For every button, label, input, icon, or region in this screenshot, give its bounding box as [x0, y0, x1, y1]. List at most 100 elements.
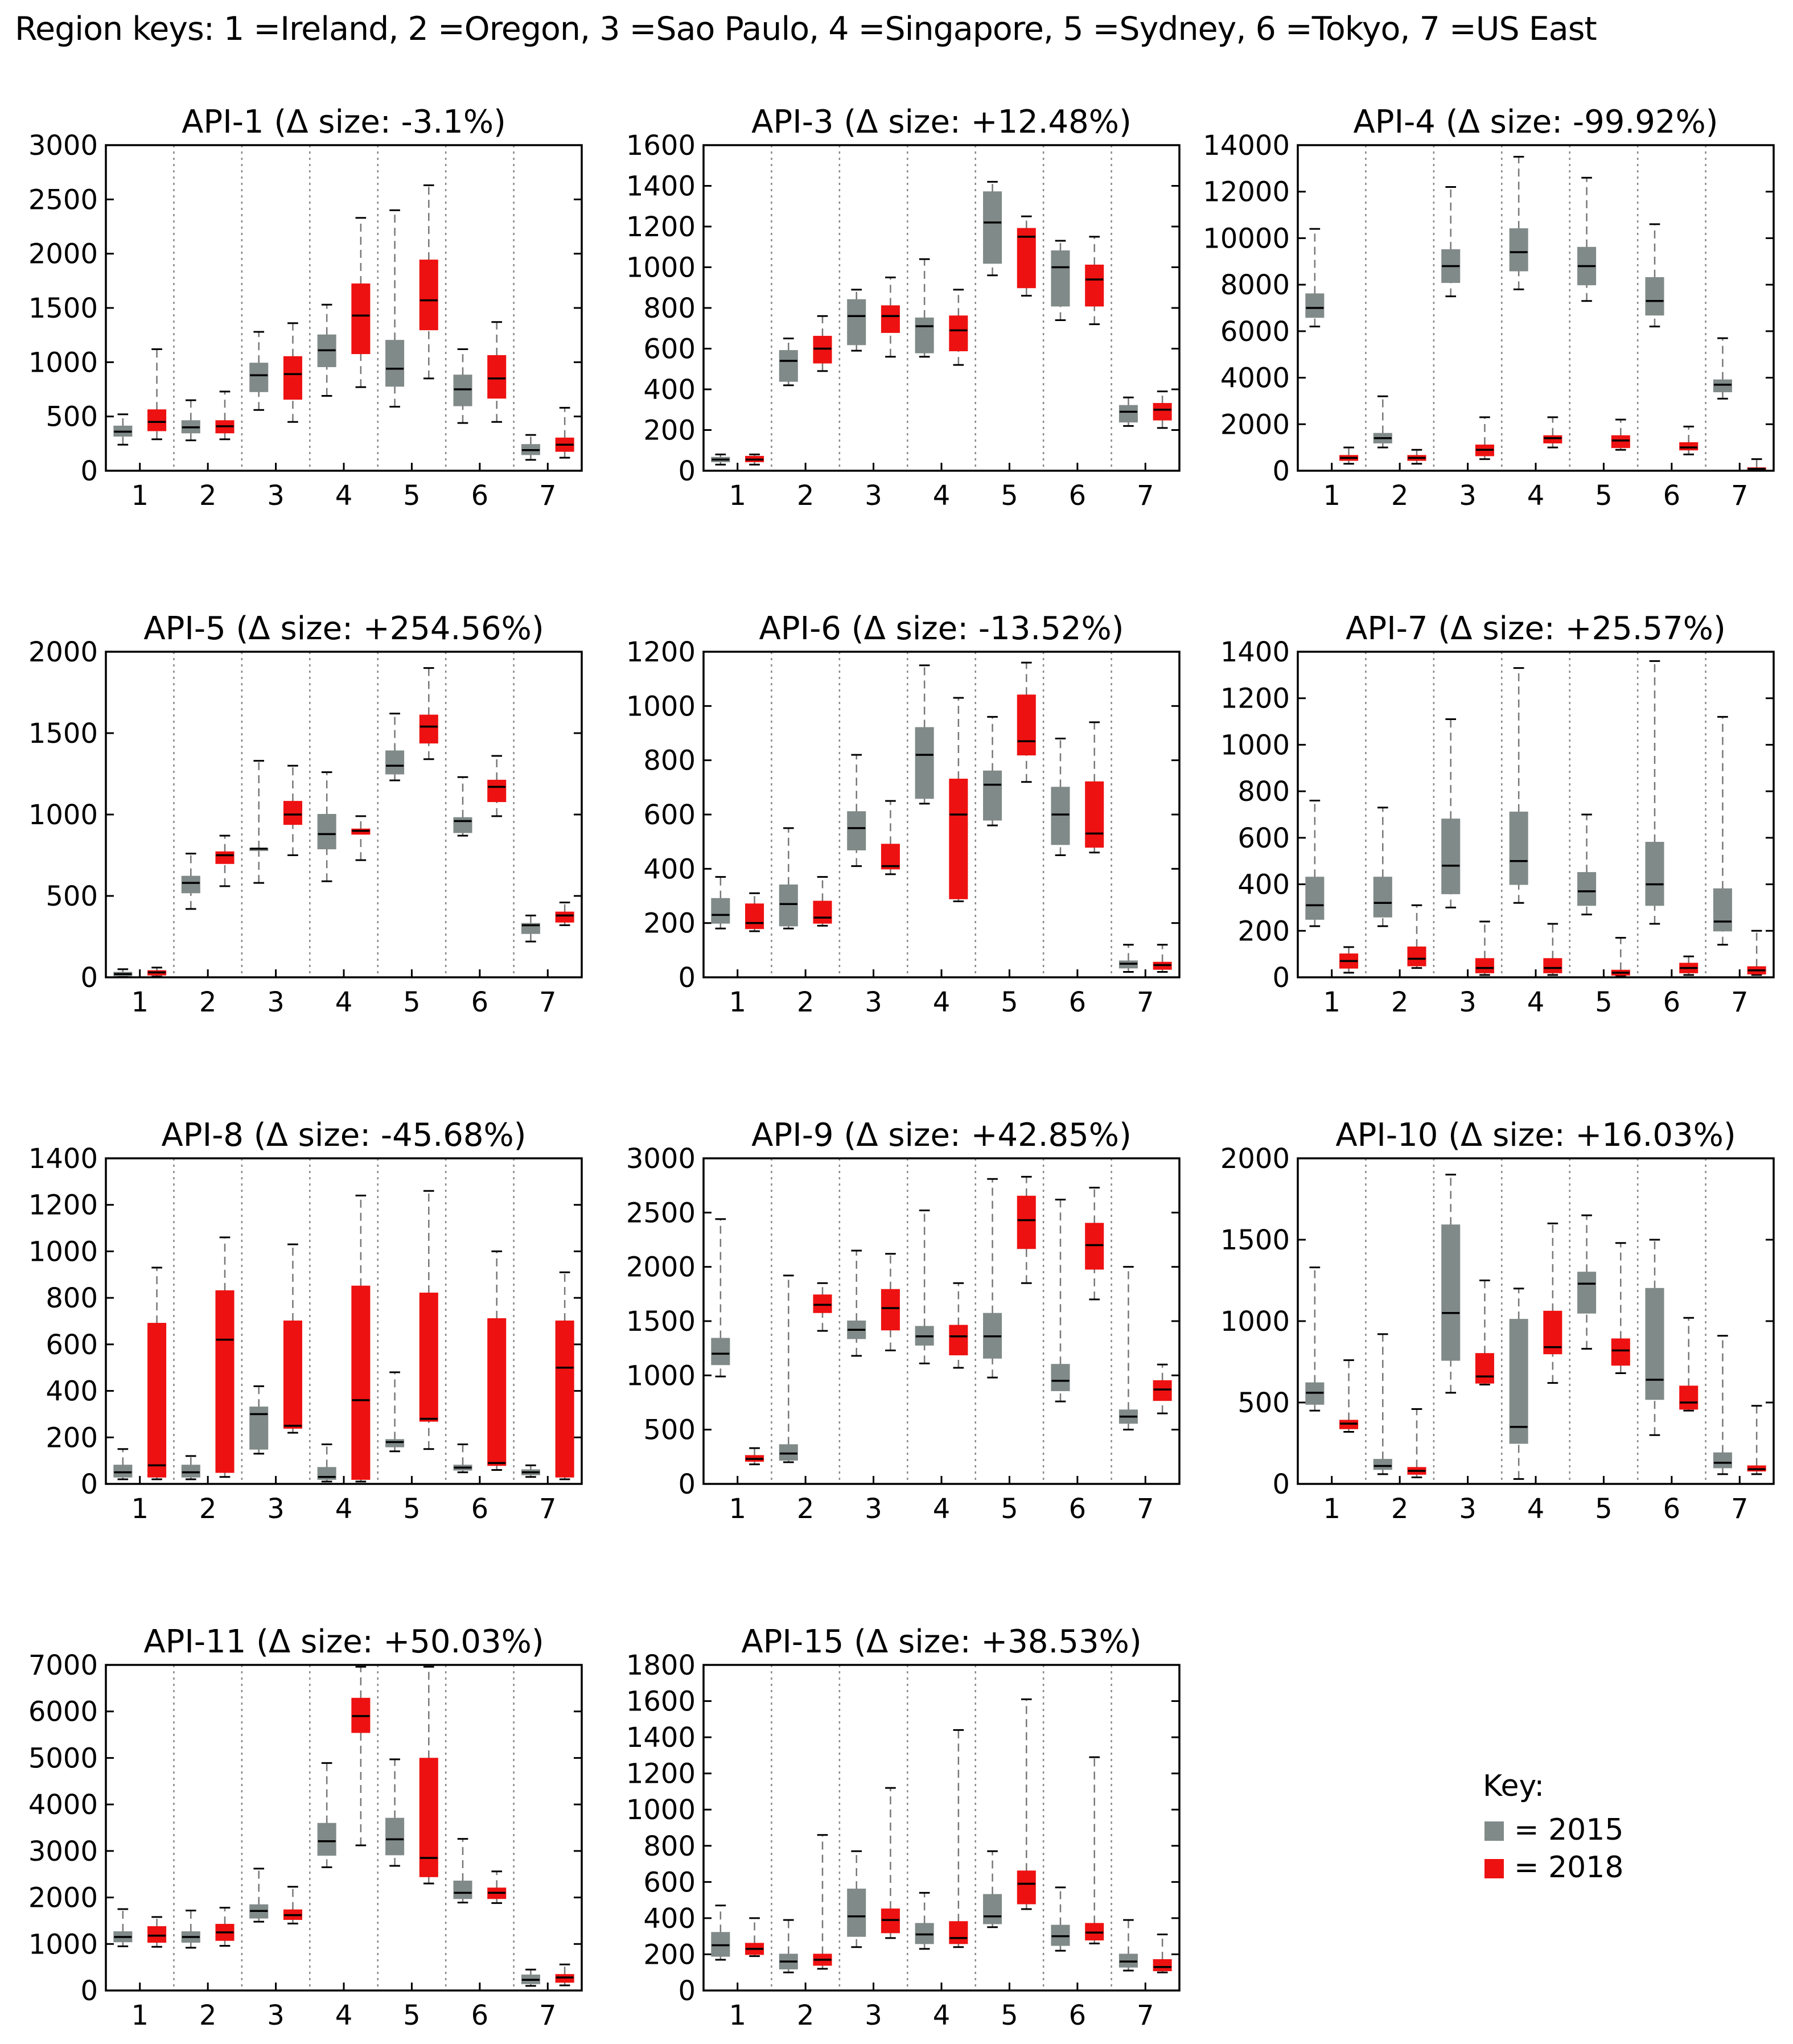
iqr-box [487, 355, 507, 399]
y-tick-label: 1400 [1220, 636, 1290, 668]
x-tick-label: 2 [199, 986, 217, 1018]
iqr-box [1577, 872, 1597, 906]
box-2015 [249, 1385, 269, 1455]
y-tick-label: 600 [643, 1866, 696, 1898]
box-2018 [351, 1665, 371, 1846]
x-tick-label: 1 [131, 1493, 149, 1525]
plot-frame [105, 1664, 583, 1992]
box-2015 [113, 968, 133, 978]
x-tick-label: 6 [1663, 480, 1681, 512]
iqr-box [283, 801, 302, 825]
x-tick-label: 7 [1731, 1493, 1749, 1525]
legend: Key: = 2015= 2018 [1483, 1769, 1623, 1885]
box-2015 [453, 1838, 472, 1904]
x-tick-label: 4 [1527, 480, 1545, 512]
iqr-box [385, 1817, 405, 1856]
y-tick-label: 0 [678, 455, 696, 487]
boxplot-panel: API-3 (Δ size: +12.48%) 0 200 400 600 800 1000… [626, 104, 1181, 512]
y-tick-label: 1800 [626, 1650, 696, 1681]
y-tick-label: 200 [643, 415, 696, 447]
box-2018 [1543, 1222, 1562, 1384]
boxplot-panel: API-11 (Δ size: +50.03%) 0 1000 2000 3000 400… [28, 1623, 583, 2031]
box-2015 [915, 258, 934, 358]
box-2018 [1017, 215, 1036, 297]
x-tick-label: 3 [1459, 480, 1477, 512]
x-tick-label: 1 [729, 1493, 746, 1525]
box-2018 [745, 1917, 764, 1957]
box-2015 [1645, 223, 1664, 328]
x-tick-label: 4 [1527, 1493, 1545, 1525]
plot-frame [105, 651, 583, 978]
box-2015 [1051, 1198, 1070, 1403]
box-2015 [1441, 718, 1461, 908]
box-2015 [453, 1443, 472, 1474]
iqr-box [317, 1823, 336, 1856]
panel-title: API-9 (Δ size: +42.85%) [751, 1117, 1132, 1154]
x-tick-label: 6 [1069, 986, 1087, 1018]
y-tick-label: 500 [46, 401, 98, 433]
box-2018 [1085, 1186, 1104, 1301]
y-tick-label: 2000 [1220, 1143, 1290, 1175]
iqr-box [847, 811, 866, 850]
iqr-box [487, 1318, 507, 1466]
y-tick-label: 1200 [626, 1758, 696, 1790]
x-tick-label: 6 [1663, 1493, 1681, 1525]
iqr-box [351, 283, 371, 355]
box-2015 [385, 713, 405, 782]
y-tick-label: 1000 [626, 1360, 696, 1392]
y-tick-label: 7000 [28, 1650, 98, 1681]
panel-title: API-10 (Δ size: +16.03%) [1335, 1117, 1736, 1154]
box-2018 [1153, 944, 1172, 973]
box-2018 [419, 667, 438, 760]
box-2015 [711, 1905, 730, 1961]
box-2015 [385, 209, 405, 408]
x-tick-label: 2 [199, 480, 217, 512]
box-2018 [215, 390, 235, 441]
y-tick-label: 1000 [1220, 1306, 1290, 1338]
box-2015 [779, 1919, 798, 1973]
boxplot-panel: API-6 (Δ size: -13.52%) 0 200 400 600 800 1000… [626, 610, 1181, 1018]
y-tick-label: 1200 [626, 211, 696, 243]
box-2015 [317, 303, 336, 397]
y-tick-label: 1400 [28, 1143, 98, 1175]
x-tick-label: 5 [1001, 480, 1018, 512]
x-tick-label: 6 [1069, 480, 1087, 512]
y-tick-label: 1200 [28, 1190, 98, 1222]
iqr-box [949, 779, 968, 899]
plot-frame [1297, 1157, 1775, 1485]
y-tick-label: 6000 [28, 1696, 98, 1728]
x-tick-label: 7 [1137, 2000, 1154, 2031]
y-tick-label: 0 [1272, 455, 1290, 487]
iqr-box [881, 1289, 900, 1331]
box-2018 [1611, 937, 1630, 977]
y-tick-label: 1500 [626, 1306, 696, 1338]
boxplot-panel: API-5 (Δ size: +254.56%) 0 500 1000 1500 2000… [28, 610, 583, 1018]
iqr-box [215, 851, 235, 864]
x-tick-label: 4 [1527, 986, 1545, 1018]
x-tick-label: 7 [1137, 480, 1154, 512]
box-2018 [1543, 923, 1562, 976]
iqr-box [147, 1926, 167, 1943]
x-tick-label: 1 [729, 480, 746, 512]
box-2018 [147, 1916, 167, 1948]
iqr-box [1153, 1380, 1172, 1401]
box-2018 [351, 815, 371, 861]
box-2015 [983, 1850, 1002, 1928]
box-2018 [215, 1236, 235, 1478]
box-2018 [1017, 661, 1036, 783]
box-2018 [555, 1271, 574, 1480]
panel-title: API-11 (Δ size: +50.03%) [143, 1623, 544, 1660]
box-2015 [249, 1868, 269, 1923]
box-2015 [1577, 176, 1597, 302]
iqr-box [915, 727, 934, 799]
iqr-box [1118, 405, 1138, 423]
box-2015 [847, 754, 866, 867]
box-2018 [1153, 390, 1172, 429]
y-tick-label: 1000 [626, 690, 696, 722]
box-2015 [1577, 1214, 1597, 1350]
legend-label: = 2015 [1514, 1813, 1623, 1847]
box-2015 [1645, 660, 1664, 925]
box-2018 [813, 876, 832, 927]
box-2018 [1543, 416, 1562, 449]
box-2015 [1577, 813, 1597, 916]
